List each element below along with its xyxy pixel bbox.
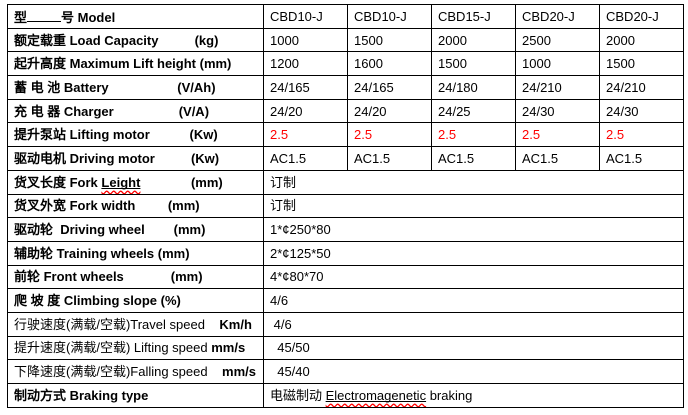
model-cell: CBD10-J: [347, 4, 432, 29]
cell-value: 1500: [599, 51, 684, 77]
row-label-braking-type: 制动方式 Braking type: [7, 383, 264, 408]
cell-value: AC1.5: [263, 146, 348, 171]
merged-cell-value: 电磁制动 Electromagenetic braking: [263, 383, 684, 408]
label-text: 行驶速度(满载/空载)Travel speed: [14, 316, 220, 332]
cell-value: 24/30: [599, 98, 684, 124]
model-label-en: 号 Model: [61, 10, 116, 26]
table-row-braking-type: 制动方式 Braking type 电磁制动 Electromagenetic …: [7, 383, 684, 408]
row-label-lifting-speed: 提升速度(满载/空载) Lifting speed mm/s: [7, 335, 264, 361]
table-row-falling-speed: 下降速度(满载/空载)Falling speed mm/s 45/40: [7, 359, 684, 384]
table-row-climbing-slope: 爬 坡 度 Climbing slope (%) 4/6: [7, 288, 684, 313]
cell-value: 24/165: [263, 75, 348, 100]
row-label-battery: 蓄 电 池 Battery (V/Ah): [7, 75, 264, 100]
cell-value: 2000: [431, 27, 516, 53]
cell-value: 24/30: [515, 98, 600, 124]
cell-value: 1500: [431, 51, 516, 77]
cell-value-red: 2.5: [599, 122, 684, 148]
row-label-charger: 充 电 器 Charger (V/A): [7, 98, 264, 124]
row-label-training-wheels: 辅助轮 Training wheels (mm): [7, 240, 264, 266]
table-row-front-wheels: 前轮 Front wheels (mm) 4*¢80*70: [7, 264, 684, 290]
table-row-lifting-speed: 提升速度(满载/空载) Lifting speed mm/s 45/50: [7, 335, 684, 361]
cell-value: 2000: [599, 27, 684, 53]
cell-value-red: 2.5: [263, 122, 348, 148]
cell-value: 24/210: [599, 75, 684, 100]
cell-value: 24/20: [347, 98, 432, 124]
row-label-falling-speed: 下降速度(满载/空载)Falling speed mm/s: [7, 359, 264, 384]
row-label-model: 型 号 Model: [7, 4, 264, 29]
table-row-fork-width: 货叉外宽 Fork width (mm) 订制: [7, 193, 684, 219]
merged-cell-value: 4/6: [263, 311, 684, 337]
label-text: 货叉长度 Fork: [14, 174, 102, 190]
table-row-training-wheels: 辅助轮 Training wheels (mm) 2*¢125*50: [7, 240, 684, 266]
merged-cell-value: 订制: [263, 193, 684, 219]
value-text: braking: [426, 387, 473, 403]
misspelled-word-underline: Leight: [101, 175, 140, 190]
cell-value: 24/210: [515, 75, 600, 100]
table-row-lifting-motor: 提升泵站 Lifting motor (Kw) 2.5 2.5 2.5 2.5 …: [7, 122, 684, 148]
cell-value: AC1.5: [515, 146, 600, 171]
cell-value: 24/180: [431, 75, 516, 100]
merged-cell-value: 1*¢250*80: [263, 217, 684, 242]
table-row-lift-height: 起升高度 Maximum Lift height (mm) 1200 1600 …: [7, 51, 684, 77]
merged-cell-value: 2*¢125*50: [263, 240, 684, 266]
label-unit: mm/s: [222, 364, 257, 380]
row-label-fork-length: 货叉长度 Fork Leight (mm): [7, 169, 264, 195]
cell-value: 24/20: [263, 98, 348, 124]
label-text: 下降速度(满载/空载)Falling speed: [14, 364, 223, 380]
misspelled-word-underline: Electromagenetic: [326, 388, 426, 403]
model-cell: CBD20-J: [515, 4, 600, 29]
cell-value: 24/165: [347, 75, 432, 100]
model-cell: CBD20-J: [599, 4, 684, 29]
row-label-travel-speed: 行驶速度(满载/空载)Travel speed Km/h: [7, 311, 264, 337]
row-label-climbing-slope: 爬 坡 度 Climbing slope (%): [7, 288, 264, 313]
label-unit: Km/h: [219, 316, 252, 332]
cell-value: AC1.5: [347, 146, 432, 171]
cell-value: AC1.5: [431, 146, 516, 171]
cell-value-red: 2.5: [431, 122, 516, 148]
merged-cell-value: 45/40: [263, 359, 684, 384]
row-label-lifting-motor: 提升泵站 Lifting motor (Kw): [7, 122, 264, 148]
cell-value: 1000: [515, 51, 600, 77]
model-cell: CBD15-J: [431, 4, 516, 29]
cell-value: 1600: [347, 51, 432, 77]
label-text: 提升速度(满载/空载) Lifting speed: [14, 340, 212, 356]
model-label-cn: 型: [14, 10, 28, 26]
table-row-travel-speed: 行驶速度(满载/空载)Travel speed Km/h 4/6: [7, 311, 684, 337]
misspelled-word: Electromagenetic: [325, 387, 427, 403]
value-text: 电磁制动: [270, 387, 326, 403]
table-row-charger: 充 电 器 Charger (V/A) 24/20 24/20 24/25 24…: [7, 98, 684, 124]
merged-cell-value: 45/50: [263, 335, 684, 361]
merged-cell-value: 4/6: [263, 288, 684, 313]
table-row-driving-wheel: 驱动轮 Driving wheel (mm) 1*¢250*80: [7, 217, 684, 242]
cell-value: AC1.5: [599, 146, 684, 171]
row-label-driving-wheel: 驱动轮 Driving wheel (mm): [7, 217, 264, 242]
cell-value: 1500: [347, 27, 432, 53]
cell-value-red: 2.5: [515, 122, 600, 148]
model-cell: CBD10-J: [263, 4, 348, 29]
table-row-load-capacity: 额定载重 Load Capacity (kg) 1000 1500 2000 2…: [7, 27, 684, 53]
underline-gap: [27, 8, 62, 23]
misspelled-word: Leight: [101, 174, 141, 190]
label-unit: mm/s: [211, 340, 246, 356]
cell-value-red: 2.5: [347, 122, 432, 148]
table-row-driving-motor: 驱动电机 Driving motor (Kw) AC1.5 AC1.5 AC1.…: [7, 146, 684, 171]
table-row-model: 型 号 Model CBD10-J CBD10-J CBD15-J CBD20-J…: [7, 4, 684, 29]
row-label-fork-width: 货叉外宽 Fork width (mm): [7, 193, 264, 219]
row-label-front-wheels: 前轮 Front wheels (mm): [7, 264, 264, 290]
label-unit: (mm): [140, 174, 223, 190]
cell-value: 2500: [515, 27, 600, 53]
merged-cell-value: 订制: [263, 169, 684, 195]
row-label-lift-height: 起升高度 Maximum Lift height (mm): [7, 51, 264, 77]
cell-value: 24/25: [431, 98, 516, 124]
cell-value: 1000: [263, 27, 348, 53]
table-row-battery: 蓄 电 池 Battery (V/Ah) 24/165 24/165 24/18…: [7, 75, 684, 100]
table-row-fork-length: 货叉长度 Fork Leight (mm) 订制: [7, 169, 684, 195]
cell-value: 1200: [263, 51, 348, 77]
row-label-load-capacity: 额定载重 Load Capacity (kg): [7, 27, 264, 53]
spec-table: 型 号 Model CBD10-J CBD10-J CBD15-J CBD20-J…: [7, 4, 684, 408]
merged-cell-value: 4*¢80*70: [263, 264, 684, 290]
row-label-driving-motor: 驱动电机 Driving motor (Kw): [7, 146, 264, 171]
